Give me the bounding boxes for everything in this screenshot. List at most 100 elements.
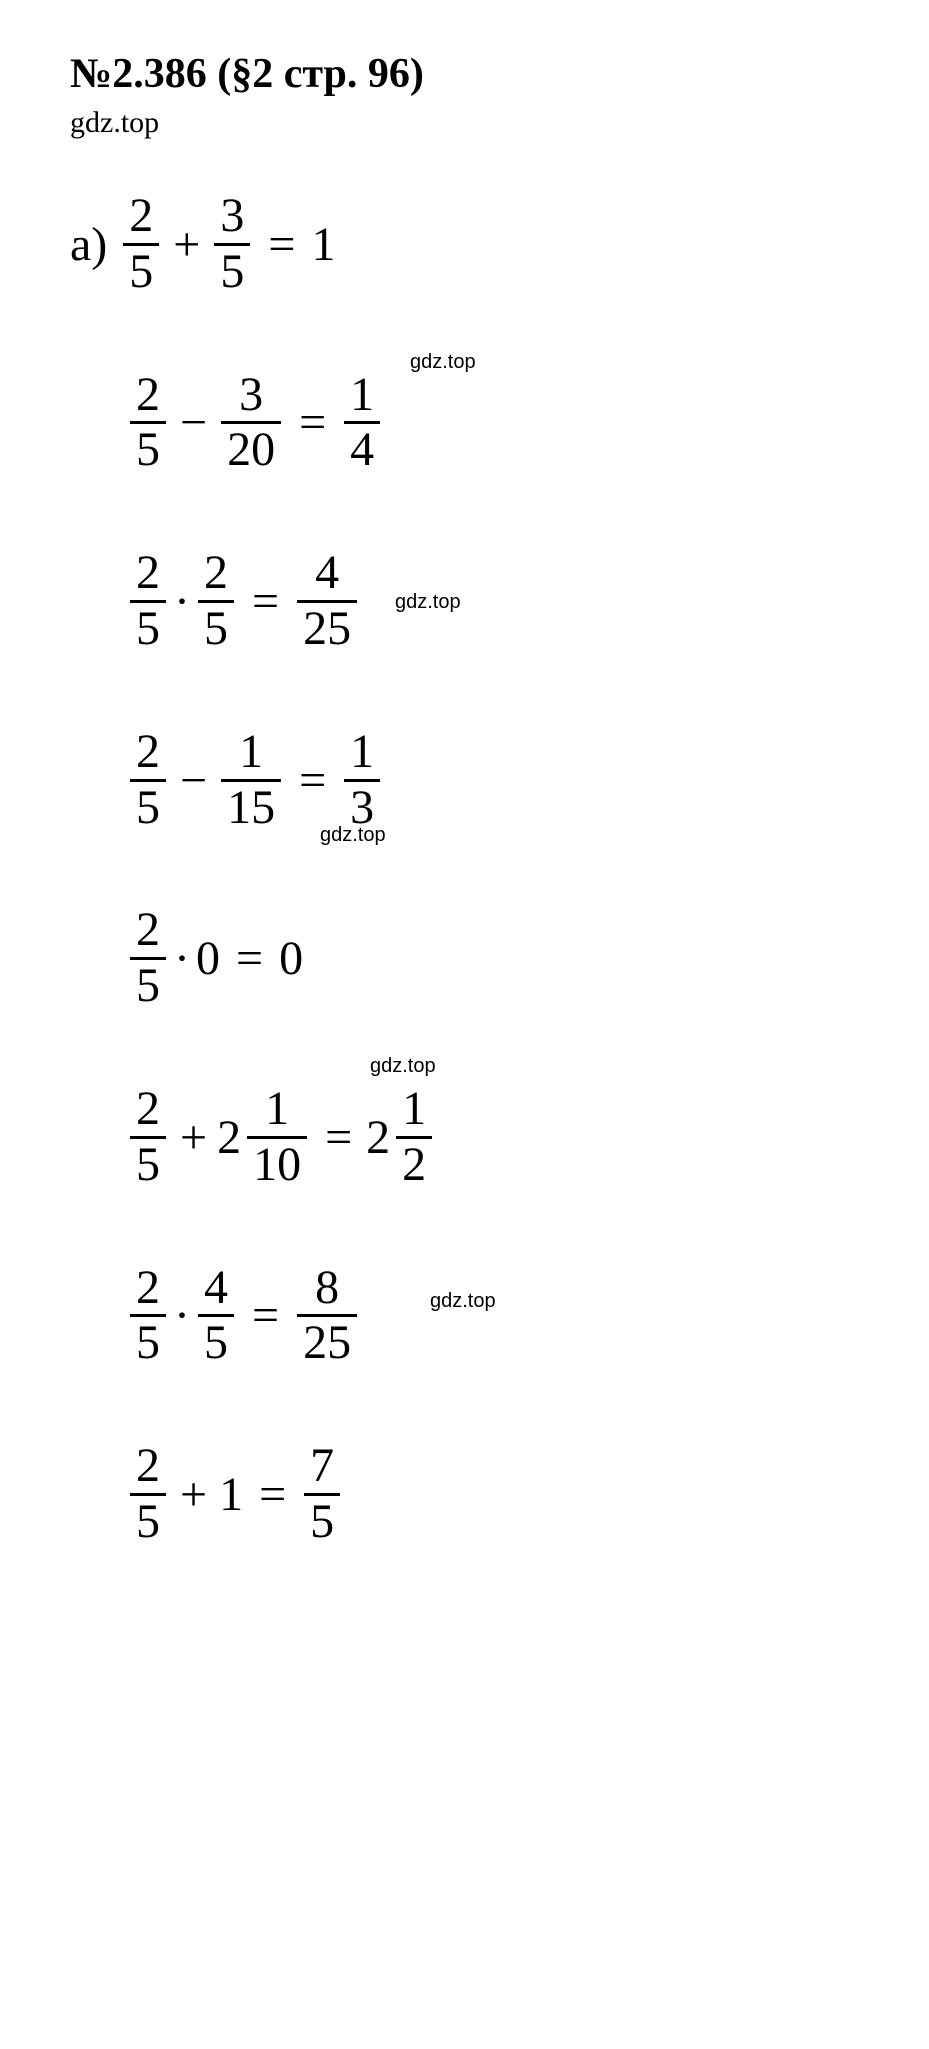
denominator: 10 [247,1136,307,1192]
numerator: 2 [130,1083,166,1136]
denominator: 5 [198,1314,234,1370]
equations-container: а)25+35=125−320=14gdz.top25·25=425gdz.to… [70,190,859,1549]
watermark: gdz.top [320,824,386,847]
fraction: 45 [198,1262,234,1371]
whole-part: 2 [217,1110,241,1165]
numerator: 1 [259,1083,295,1136]
denominator: 5 [130,1136,166,1192]
equation-label: а) [70,217,107,272]
operator: + [180,1467,207,1522]
operator: · [174,931,190,986]
numerator: 1 [396,1083,432,1136]
equation-row: 25+2110=212gdz.top [70,1083,859,1192]
fraction: 12 [396,1083,432,1192]
denominator: 15 [221,779,281,835]
equation-row: а)25+35=1 [70,190,859,299]
denominator: 25 [297,600,357,656]
numerator: 2 [130,369,166,422]
numerator: 4 [309,547,345,600]
operator: − [180,753,207,808]
numerator: 4 [198,1262,234,1315]
whole-number: 1 [311,217,335,272]
equals-sign: = [252,1288,279,1343]
whole-number: 1 [219,1467,243,1522]
numerator: 3 [233,369,269,422]
operator: − [180,395,207,450]
numerator: 2 [130,1262,166,1315]
denominator: 5 [130,421,166,477]
equation-row: 25·25=425gdz.top [70,547,859,656]
watermark: gdz.top [395,591,461,614]
numerator: 2 [198,547,234,600]
fraction: 25 [198,547,234,656]
equation-row: 25+1=75 [70,1440,859,1549]
page-title: №2.386 (§2 стр. 96) [70,50,859,98]
fraction: 25 [130,547,166,656]
denominator: 5 [130,957,166,1013]
equals-sign: = [299,395,326,450]
fraction: 115 [221,726,281,835]
mixed-number: 212 [366,1083,436,1192]
fraction: 35 [214,190,250,299]
denominator: 2 [396,1136,432,1192]
fraction: 25 [130,904,166,1013]
equals-sign: = [325,1110,352,1165]
whole-number: 0 [196,931,220,986]
denominator: 5 [130,779,166,835]
fraction: 25 [130,1262,166,1371]
numerator: 1 [344,369,380,422]
whole-part: 2 [366,1110,390,1165]
fraction: 825 [297,1262,357,1371]
fraction: 25 [130,726,166,835]
numerator: 2 [130,904,166,957]
numerator: 2 [130,547,166,600]
equals-sign: = [299,753,326,808]
numerator: 2 [123,190,159,243]
watermark: gdz.top [410,351,476,374]
fraction: 13 [344,726,380,835]
denominator: 4 [344,421,380,477]
equation-row: 25−115=13gdz.top [70,726,859,835]
equals-sign: = [236,931,263,986]
denominator: 5 [123,243,159,299]
numerator: 7 [304,1440,340,1493]
numerator: 2 [130,726,166,779]
fraction: 14 [344,369,380,478]
fraction: 25 [130,1440,166,1549]
equation-row: 25·45=825gdz.top [70,1262,859,1371]
fraction: 25 [130,1083,166,1192]
fraction: 25 [130,369,166,478]
watermark: gdz.top [370,1055,436,1078]
watermark: gdz.top [430,1290,496,1313]
denominator: 5 [198,600,234,656]
numerator: 3 [214,190,250,243]
denominator: 5 [130,1314,166,1370]
fraction: 425 [297,547,357,656]
fraction: 320 [221,369,281,478]
fraction: 25 [123,190,159,299]
mixed-number: 2110 [217,1083,311,1192]
operator: + [173,217,200,272]
numerator: 2 [130,1440,166,1493]
denominator: 20 [221,421,281,477]
equals-sign: = [252,574,279,629]
fraction: 75 [304,1440,340,1549]
numerator: 8 [309,1262,345,1315]
denominator: 25 [297,1314,357,1370]
denominator: 5 [214,243,250,299]
equals-sign: = [268,217,295,272]
equation-row: 25−320=14gdz.top [70,369,859,478]
equation-row: 25·0=0 [70,904,859,1013]
numerator: 1 [344,726,380,779]
denominator: 5 [304,1493,340,1549]
denominator: 5 [130,1493,166,1549]
operator: · [174,574,190,629]
equals-sign: = [259,1467,286,1522]
page-subtitle: gdz.top [70,106,859,140]
operator: · [174,1288,190,1343]
whole-number: 0 [279,931,303,986]
fraction: 110 [247,1083,307,1192]
numerator: 1 [233,726,269,779]
denominator: 5 [130,600,166,656]
operator: + [180,1110,207,1165]
